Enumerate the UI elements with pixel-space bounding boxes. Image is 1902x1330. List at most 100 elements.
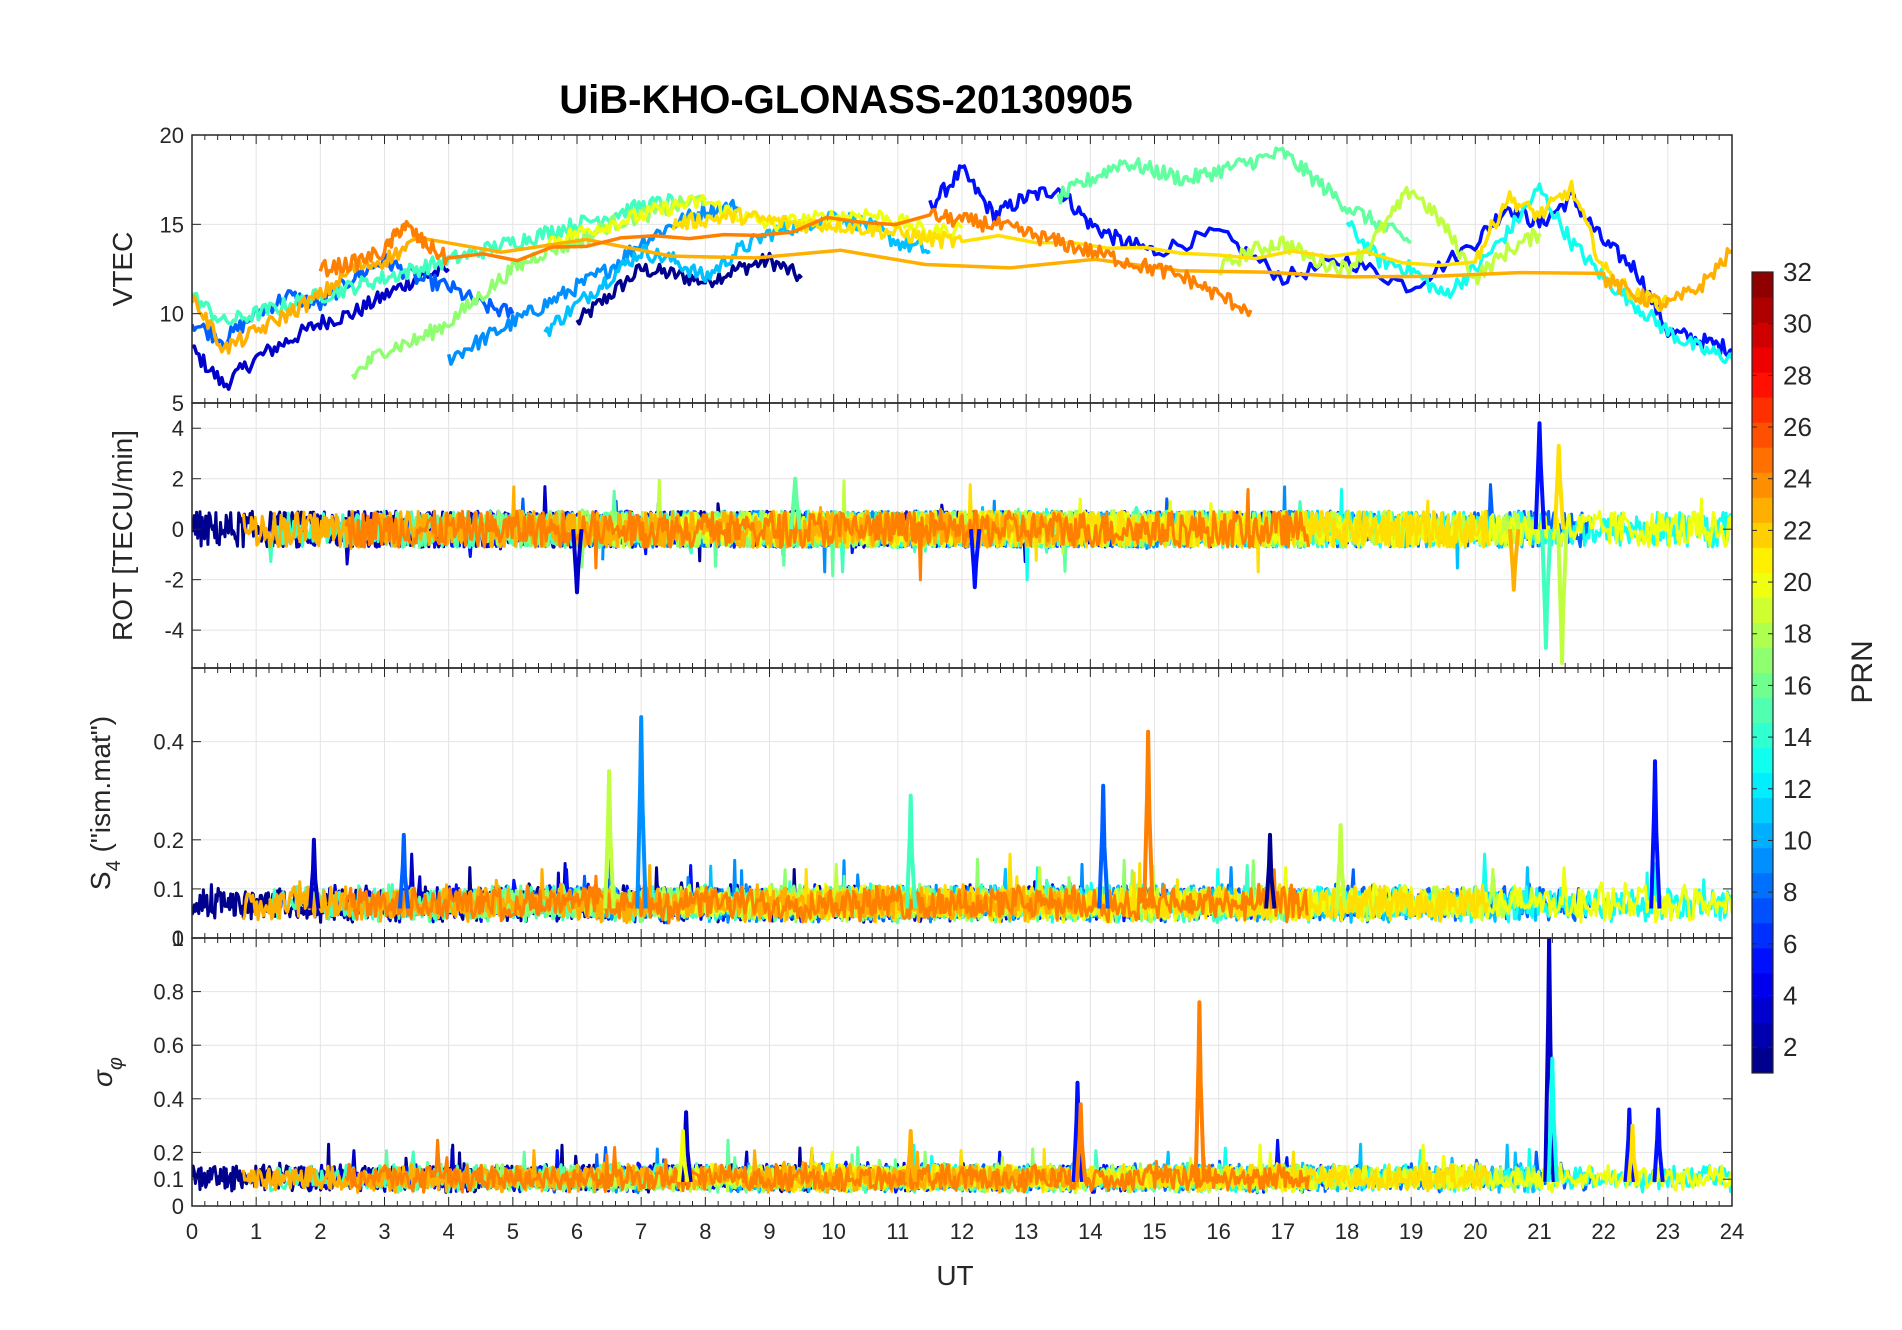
y-tick-label: -2 xyxy=(164,568,184,593)
spike-mark xyxy=(1556,529,1569,665)
panel-s4: 0 0.1 0.2 0.4 1 S4 ("ism.mat") xyxy=(85,667,1733,951)
x-tick-label: 22 xyxy=(1591,1219,1615,1244)
colorbar-segment xyxy=(1752,297,1773,323)
x-tick-label: 4 xyxy=(443,1219,455,1244)
colorbar-tick-label: 4 xyxy=(1783,980,1797,1010)
series-line xyxy=(344,1138,1310,1194)
y-tick-label: -4 xyxy=(164,618,184,643)
colorbar-segment xyxy=(1752,647,1773,673)
spike-mark xyxy=(1508,529,1521,592)
panel-rot: -4 -2 0 2 4 ROT [TECU/min] xyxy=(107,402,1733,669)
colorbar-segment xyxy=(1752,997,1773,1024)
spike-mark xyxy=(1074,1102,1088,1183)
spike-mark xyxy=(969,529,982,590)
colorbar-tick-label: 16 xyxy=(1783,670,1812,700)
colorbar-tick-label: 26 xyxy=(1783,412,1812,442)
colorbar-segment xyxy=(1752,1047,1773,1074)
series-line xyxy=(928,164,1732,358)
colorbar-tick-label: 8 xyxy=(1783,877,1797,907)
series-line xyxy=(543,210,931,338)
colorbar-segment xyxy=(1752,572,1773,598)
spike-mark xyxy=(1097,783,1110,909)
y-tick-label: 0.1 xyxy=(153,1167,184,1192)
x-tick-label: 16 xyxy=(1206,1219,1230,1244)
spike-mark xyxy=(603,769,616,909)
colorbar-tick-label: 6 xyxy=(1783,929,1797,959)
x-tick-label: 9 xyxy=(763,1219,775,1244)
colorbar-label: PRN xyxy=(1846,640,1879,703)
series-line xyxy=(446,198,740,366)
plot-area-rot xyxy=(192,421,1732,665)
spike-mark xyxy=(1193,1000,1206,1182)
colorbar-segment xyxy=(1752,1022,1773,1049)
colorbar-segment xyxy=(1752,322,1773,348)
colorbar-tick-label: 10 xyxy=(1783,825,1812,855)
colorbar-tick-label: 22 xyxy=(1783,515,1812,545)
colorbar-tick-label: 24 xyxy=(1783,464,1812,494)
spike-mark xyxy=(904,1129,918,1183)
colorbar-tick-label: 20 xyxy=(1783,567,1812,597)
series-line xyxy=(575,251,803,326)
spike-mark xyxy=(789,476,802,530)
spike-mark xyxy=(397,832,411,909)
colorbar-segment xyxy=(1752,472,1773,498)
x-tick-label: 10 xyxy=(821,1219,845,1244)
spike-mark xyxy=(1533,421,1546,530)
y-tick-label: 0.8 xyxy=(153,980,184,1005)
colorbar-segment xyxy=(1752,697,1773,724)
y-tick-label: 10 xyxy=(160,302,184,327)
y-tick-label: 2 xyxy=(172,467,184,492)
colorbar-segment xyxy=(1752,897,1773,924)
plot-area-vtec xyxy=(192,146,1732,391)
series-line xyxy=(192,235,1732,355)
y-tick-label: 15 xyxy=(160,212,184,237)
x-tick-label: 8 xyxy=(699,1219,711,1244)
series-line xyxy=(192,193,675,326)
x-tick-label: 21 xyxy=(1527,1219,1551,1244)
spike-mark xyxy=(635,715,648,909)
colorbar-segment xyxy=(1752,522,1773,548)
x-tick-label: 11 xyxy=(886,1219,909,1244)
spike-mark xyxy=(1552,443,1566,530)
spike-mark xyxy=(1334,823,1348,909)
y-tick-label: 0.4 xyxy=(153,730,184,755)
y-tick-label: 0.2 xyxy=(153,828,184,853)
colorbar-segment xyxy=(1752,797,1773,824)
y-axis-label: σφ xyxy=(87,1057,127,1087)
colorbar-tick-label: 12 xyxy=(1783,774,1812,804)
y-tick-label: 0.6 xyxy=(153,1033,184,1058)
colorbar-segment xyxy=(1752,272,1773,298)
colorbar-segment xyxy=(1752,822,1773,849)
x-tick-label: 15 xyxy=(1142,1219,1166,1244)
colorbar-segment xyxy=(1752,497,1773,523)
colorbar-segment xyxy=(1752,872,1773,899)
y-axis-label: ROT [TECU/min] xyxy=(107,430,138,641)
colorbar-segment xyxy=(1752,722,1773,749)
series-line xyxy=(192,262,450,391)
spike-mark xyxy=(1626,1123,1639,1183)
x-tick-label: 23 xyxy=(1656,1219,1680,1244)
spike-mark xyxy=(1649,759,1662,909)
series-line xyxy=(344,868,1309,925)
colorbar-segment xyxy=(1752,372,1773,398)
y-tick-label: 5 xyxy=(172,391,184,416)
series-line xyxy=(1218,185,1542,286)
series-line xyxy=(671,179,1670,312)
x-tick-label: 1 xyxy=(250,1219,262,1244)
series-line xyxy=(318,207,1253,318)
x-tick-label: 6 xyxy=(571,1219,583,1244)
series-line xyxy=(1345,182,1732,365)
x-tick-label: 2 xyxy=(314,1219,326,1244)
y-tick-label: 0.4 xyxy=(153,1087,184,1112)
y-tick-label: 0 xyxy=(172,517,184,542)
y-tick-label: 0.1 xyxy=(153,877,184,902)
colorbar-segment xyxy=(1752,397,1773,423)
spike-mark xyxy=(571,529,584,595)
plot-area-sigma xyxy=(192,938,1732,1195)
x-tick-label: 0 xyxy=(186,1219,198,1244)
colorbar-segment xyxy=(1752,972,1773,999)
spike-mark xyxy=(1652,1107,1665,1183)
colorbar-segment xyxy=(1752,347,1773,373)
